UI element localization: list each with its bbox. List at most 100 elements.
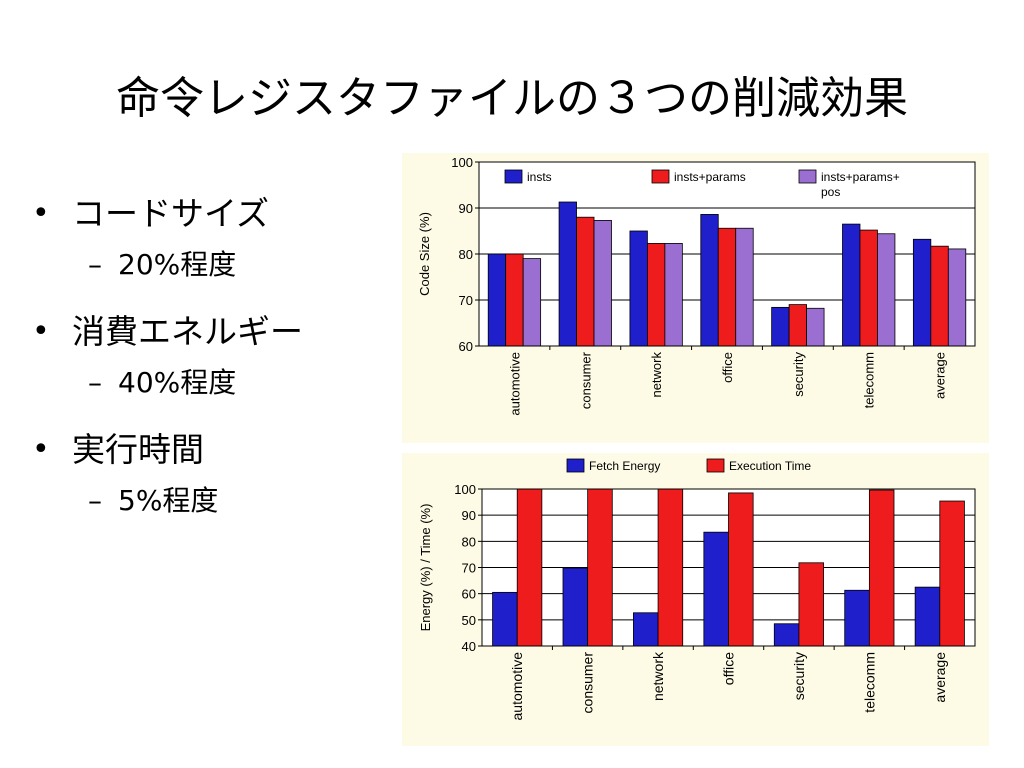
bar: [558, 201, 577, 347]
bullet-dot: •: [32, 314, 50, 349]
y-tick-label: 60: [459, 339, 473, 354]
sub-bullet-text: 40%程度: [118, 366, 237, 399]
bar: [657, 488, 684, 647]
bar: [771, 306, 790, 347]
bar: [798, 562, 824, 647]
bar: [773, 623, 800, 647]
bar: [629, 230, 648, 347]
legend-swatch: [566, 458, 585, 473]
sub-bullet-text: 5%程度: [118, 484, 219, 517]
x-tick-label: automotive: [507, 352, 522, 416]
bar: [939, 500, 965, 647]
bar: [914, 586, 941, 647]
x-tick-label: telecomm: [862, 352, 877, 408]
bullet-item: • 実行時間: [26, 422, 396, 478]
y-tick-label: 70: [459, 293, 473, 308]
x-tick-label: consumer: [580, 652, 596, 714]
bar: [930, 245, 949, 347]
x-tick-label: network: [650, 651, 666, 701]
x-tick-label: office: [721, 652, 737, 685]
sub-bullet-item: – 5%程度: [26, 478, 396, 540]
bar: [728, 492, 754, 647]
bar: [516, 488, 543, 647]
x-tick-label: average: [933, 352, 948, 399]
sub-bullet-dash: –: [88, 366, 102, 399]
bullet-text: 消費エネルギー: [72, 312, 303, 351]
bar: [859, 229, 878, 347]
bullet-list: • コードサイズ – 20%程度 • 消費エネルギー – 40%程度 • 実行時…: [26, 186, 396, 540]
bar: [877, 233, 896, 347]
bar: [593, 220, 612, 347]
legend-swatch: [706, 458, 725, 473]
bar: [633, 612, 659, 647]
y-axis-title: Code Size (%): [417, 212, 432, 296]
bar: [717, 227, 737, 347]
y-tick-label: 100: [454, 482, 476, 497]
legend-label: pos: [821, 185, 840, 199]
bar: [844, 589, 870, 647]
legend-label: Execution Time: [729, 459, 811, 473]
bar: [492, 591, 518, 647]
sub-bullet-item: – 40%程度: [26, 360, 396, 422]
legend-label: insts: [527, 170, 552, 184]
legend-swatch: [504, 169, 523, 184]
plot-frame: [478, 161, 976, 347]
legend-label: insts+params: [674, 170, 746, 184]
y-tick-label: 40: [462, 639, 476, 654]
bar: [806, 307, 825, 347]
bar: [788, 304, 807, 347]
y-tick-label: 100: [451, 155, 473, 170]
sub-bullet-item: – 20%程度: [26, 242, 396, 304]
y-tick-label: 60: [462, 587, 476, 602]
y-tick-label: 50: [462, 613, 476, 628]
bar: [664, 243, 683, 347]
x-tick-label: average: [932, 652, 948, 703]
x-tick-label: security: [791, 352, 806, 397]
bullet-dot: •: [32, 432, 50, 467]
bar: [842, 223, 861, 347]
y-tick-label: 80: [459, 247, 473, 262]
chart-svg: 60 70 80 90 100 Code Size (%) automotive consum…: [417, 155, 976, 416]
x-tick-label: security: [791, 652, 807, 700]
bar: [735, 227, 754, 347]
x-tick-label: automotive: [509, 652, 525, 721]
x-tick-label: telecomm: [861, 652, 877, 713]
legend-swatch: [651, 169, 670, 184]
slide-title: 命令レジスタファイルの３つの削減効果: [116, 73, 908, 124]
bar: [703, 531, 729, 647]
sub-bullet-text: 20%程度: [118, 248, 237, 281]
x-tick-label: consumer: [578, 351, 593, 409]
sub-bullet-dash: –: [88, 484, 102, 517]
bar: [868, 489, 895, 647]
code-size-chart: 60 70 80 90 100 Code Size (%) automotive consum…: [402, 153, 989, 443]
bullet-item: • 消費エネルギー: [26, 304, 396, 360]
legend-swatch: [798, 169, 817, 184]
energy-time-chart: 40 50 60 70 80 90 100 Energy (%) / Time (%) auto…: [402, 453, 989, 746]
bar: [522, 258, 542, 347]
bar: [587, 488, 613, 647]
sub-bullet-dash: –: [88, 248, 102, 281]
y-tick-label: 80: [462, 534, 476, 549]
chart-svg: 40 50 60 70 80 90 100 Energy (%) / Time (%) auto…: [418, 458, 976, 721]
legend-label: Fetch Energy: [589, 459, 660, 473]
y-tick-label: 70: [462, 561, 476, 576]
bullet-dot: •: [32, 196, 50, 231]
y-tick-label: 90: [459, 201, 473, 216]
bar: [912, 238, 932, 347]
bar: [576, 216, 595, 347]
bullet-text: 実行時間: [72, 430, 204, 469]
bar: [647, 243, 666, 347]
legend-label: insts+params+: [821, 170, 900, 184]
y-axis-title: Energy (%) / Time (%): [418, 504, 433, 632]
bar: [505, 253, 524, 347]
bar: [947, 248, 967, 347]
bar: [562, 567, 589, 647]
bullet-text: コードサイズ: [72, 194, 270, 233]
y-tick-label: 90: [462, 508, 476, 523]
x-tick-label: network: [649, 352, 664, 398]
bullet-item: • コードサイズ: [26, 186, 396, 242]
plot-frame: [481, 488, 976, 647]
bar: [487, 253, 507, 347]
bar: [700, 214, 719, 347]
x-tick-label: office: [720, 352, 735, 383]
